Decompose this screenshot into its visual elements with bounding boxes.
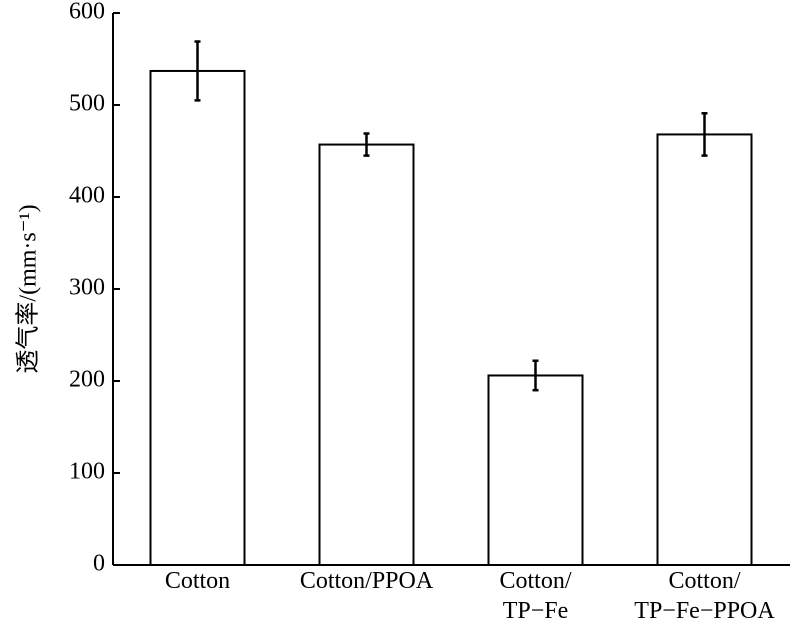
bar (656, 133, 753, 566)
x-tick-label: Cotton/PPOA (299, 568, 434, 594)
bar (318, 143, 415, 566)
y-tick-label: 0 (93, 551, 105, 577)
y-axis-label: 透气率/(mm·s⁻¹) (15, 204, 42, 373)
y-tick-label: 400 (69, 183, 105, 209)
y-tick-label: 600 (69, 0, 105, 25)
y-tick-label: 300 (69, 275, 105, 301)
error-bar (701, 112, 708, 157)
y-tick-label: 100 (69, 459, 105, 485)
bar (149, 69, 246, 567)
x-tick-label: Cotton/ TP−Fe (499, 568, 572, 624)
y-tick-label: 500 (69, 91, 105, 117)
error-bar (363, 132, 370, 157)
error-bar (194, 40, 201, 102)
error-bar (532, 359, 539, 392)
x-tick-label: Cotton/ TP−Fe−PPOA (634, 568, 775, 624)
x-tick-label: Cotton (164, 568, 231, 594)
bar (487, 374, 584, 567)
y-tick-label: 200 (69, 367, 105, 393)
